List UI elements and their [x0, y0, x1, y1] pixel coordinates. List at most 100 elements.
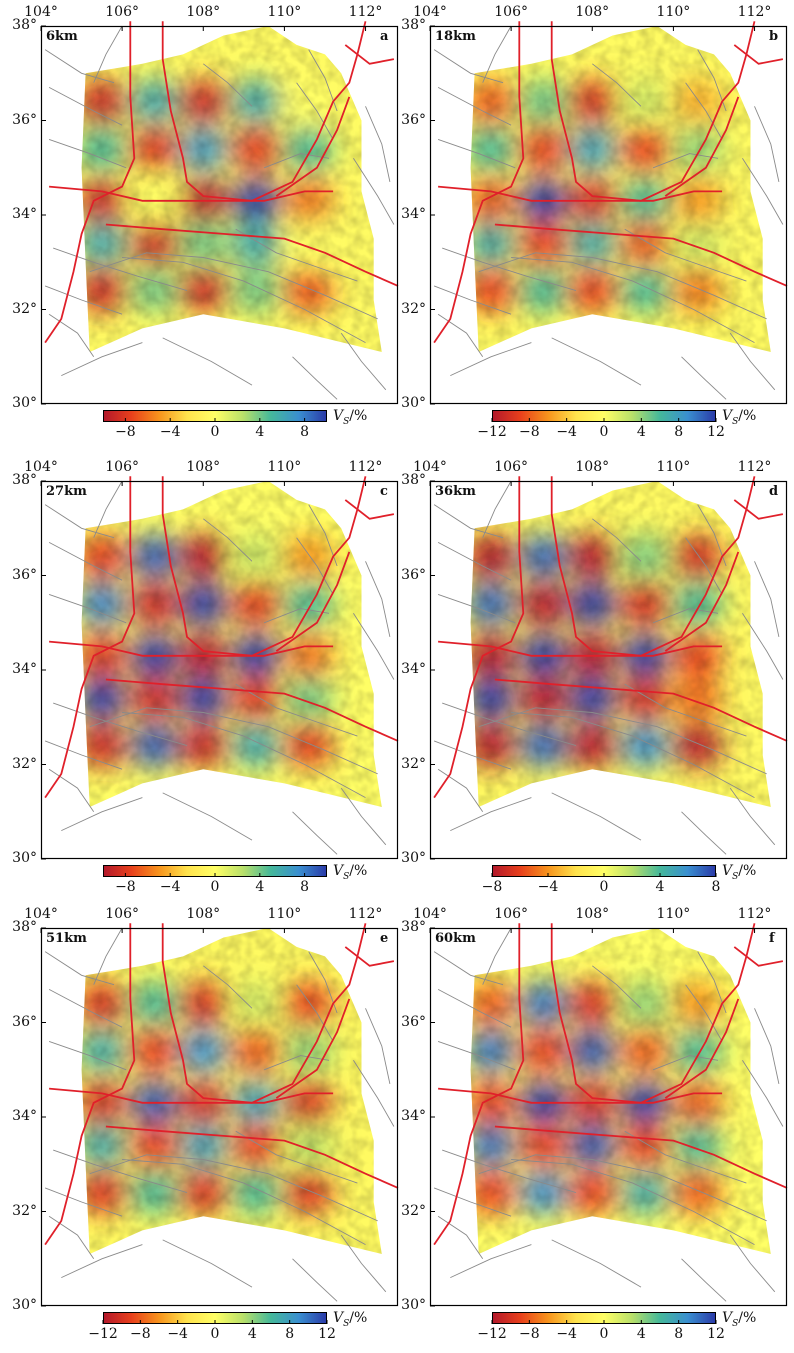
fault-line [652, 608, 719, 624]
fault-line [340, 332, 387, 391]
block-boundary [344, 946, 395, 967]
longitude-label: 104° [24, 459, 58, 475]
block-boundary [438, 640, 723, 657]
fault-line [681, 811, 727, 855]
fault-line [478, 707, 767, 775]
fault-line [296, 537, 334, 595]
colorbar [491, 865, 717, 877]
colorbar-tick-label: 4 [655, 879, 665, 895]
fault-line [437, 989, 512, 1028]
colorbar-tick-label: 0 [599, 879, 609, 895]
fault-line [122, 257, 366, 343]
fault-line [44, 1187, 123, 1217]
fault-line [742, 158, 784, 225]
colorbar-tick-label: −8 [130, 1326, 151, 1342]
colorbar-unit: VS/% [333, 863, 368, 882]
colorbar-tick-label: 12 [318, 1326, 336, 1342]
fault-line [442, 1149, 577, 1194]
fault-line [482, 480, 512, 538]
fault-line [450, 1244, 532, 1279]
longitude-label: 110° [656, 4, 691, 20]
block-boundary [344, 499, 395, 520]
fault-line [89, 707, 378, 775]
longitude-label: 110° [267, 906, 302, 922]
longitude-label: 108° [186, 906, 221, 922]
fault-line [235, 1130, 358, 1184]
latitude-label: 36° [12, 111, 37, 128]
fault-line [292, 356, 338, 400]
longitude-label: 104° [413, 459, 447, 475]
colorbar-tick-label: −4 [537, 879, 559, 895]
block-boundary [664, 998, 740, 1099]
fault-line [624, 683, 747, 737]
colorbar-tick-label: −8 [481, 879, 503, 895]
fault-line [433, 285, 512, 315]
velocity-map [40, 21, 399, 405]
latitude-label: 36° [401, 1013, 426, 1030]
latitude-label: 30° [401, 1297, 426, 1313]
depth-label: 6km [46, 29, 78, 44]
fault-line [437, 138, 516, 169]
latitude-label: 30° [401, 850, 426, 866]
block-boundary [433, 21, 525, 344]
fault-line [93, 480, 123, 538]
fault-line [235, 683, 358, 737]
latitude-label: 32° [12, 755, 37, 772]
block-boundary [44, 21, 136, 344]
latitude-label: 32° [401, 300, 426, 317]
panel-letter: c [380, 484, 388, 499]
block-boundary [275, 96, 351, 197]
latitude-label: 38° [401, 919, 426, 935]
fault-line [742, 613, 784, 680]
fault-line [437, 768, 484, 813]
block-boundary [438, 1087, 723, 1104]
colorbar-tick-label: −8 [115, 879, 136, 895]
latitude-label: 38° [12, 919, 37, 935]
fault-line [437, 593, 516, 624]
fault-line [89, 252, 378, 320]
colorbar-tick-label: −8 [519, 424, 540, 440]
fault-line [511, 1159, 755, 1245]
fault-line [365, 1008, 391, 1084]
colorbar [103, 865, 327, 877]
fault-line [681, 1258, 727, 1302]
latitude-label: 32° [12, 1202, 37, 1219]
longitude-label: 112° [737, 906, 772, 922]
fault-line [48, 542, 123, 581]
fault-line [437, 1215, 484, 1260]
latitude-label: 32° [401, 1202, 426, 1219]
longitude-label: 106° [105, 459, 139, 475]
longitude-label: 112° [348, 906, 383, 922]
longitude-label: 110° [267, 4, 302, 20]
fault-line [754, 561, 780, 637]
latitude-label: 30° [401, 395, 426, 411]
colorbar-tick-label: 0 [210, 1326, 220, 1342]
fault-line [53, 1149, 188, 1194]
colorbar-unit: VS/% [333, 408, 368, 427]
fault-line [44, 504, 115, 539]
fault-line [122, 1159, 366, 1245]
latitude-label: 30° [12, 395, 37, 411]
block-boundary [49, 1087, 334, 1104]
depth-label: 36km [435, 484, 476, 499]
block-boundary [433, 476, 525, 799]
longitude-label: 112° [737, 4, 772, 20]
fault-line [551, 337, 642, 386]
fault-line [122, 712, 366, 798]
fault-line [437, 87, 512, 126]
fault-line [203, 965, 253, 1009]
colorbar [102, 1312, 328, 1324]
fault-line [450, 342, 532, 377]
fault-line [592, 63, 642, 107]
colorbar-tick-label: −4 [556, 1326, 577, 1342]
colorbar-tick-label: 0 [210, 879, 220, 895]
map-panel-e: 104° 106° 108° 110° 112° 38° 36° 34° 32° 30° 51km e… [12, 906, 399, 1346]
fault-line [48, 768, 95, 813]
latitude-label: 36° [12, 566, 37, 583]
fault-line [729, 332, 776, 391]
block-boundary [344, 44, 395, 65]
fault-line [551, 1239, 642, 1288]
longitude-label: 104° [413, 4, 447, 20]
fault-line [162, 792, 253, 841]
fault-line [44, 740, 123, 770]
